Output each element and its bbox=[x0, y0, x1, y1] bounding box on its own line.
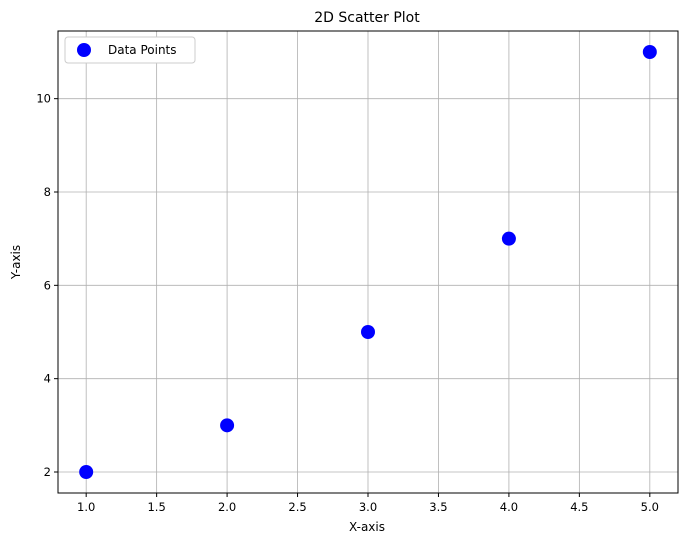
legend-box bbox=[64, 36, 196, 64]
y-axis-label: Y-axis bbox=[9, 245, 23, 280]
y-tick-label: 4 bbox=[44, 372, 51, 386]
x-tick-label: 3.5 bbox=[429, 500, 447, 514]
x-tick-label: 2.0 bbox=[218, 500, 236, 514]
chart-title: 2D Scatter Plot bbox=[314, 10, 420, 26]
data-point bbox=[501, 231, 516, 246]
x-tick-label: 1.0 bbox=[77, 500, 95, 514]
x-axis-label: X-axis bbox=[349, 520, 385, 534]
data-point bbox=[220, 418, 235, 433]
data-point bbox=[361, 325, 375, 339]
x-axis-ticks: 1.0 1.5 2.0 2.5 3.0 3.5 4.0 4.5 5.0 bbox=[77, 493, 659, 514]
legend-marker bbox=[77, 43, 91, 57]
data-points bbox=[79, 45, 657, 479]
y-tick-label: 10 bbox=[36, 92, 51, 106]
x-tick-label: 4.0 bbox=[500, 500, 518, 514]
x-tick-label: 1.5 bbox=[147, 500, 165, 514]
data-point bbox=[79, 465, 94, 479]
x-tick-label: 2.5 bbox=[288, 500, 306, 514]
x-tick-label: 3.0 bbox=[359, 500, 377, 514]
grid bbox=[58, 31, 678, 493]
data-point bbox=[642, 45, 657, 59]
y-tick-label: 8 bbox=[44, 185, 51, 199]
y-axis-ticks: 2 4 6 8 10 bbox=[36, 92, 58, 479]
y-tick-label: 2 bbox=[44, 465, 51, 479]
legend: Data Points bbox=[64, 36, 196, 64]
legend-label: Data Points bbox=[108, 43, 177, 57]
x-tick-label: 5.0 bbox=[641, 500, 659, 514]
y-tick-label: 6 bbox=[44, 278, 51, 292]
x-tick-label: 4.5 bbox=[570, 500, 588, 514]
